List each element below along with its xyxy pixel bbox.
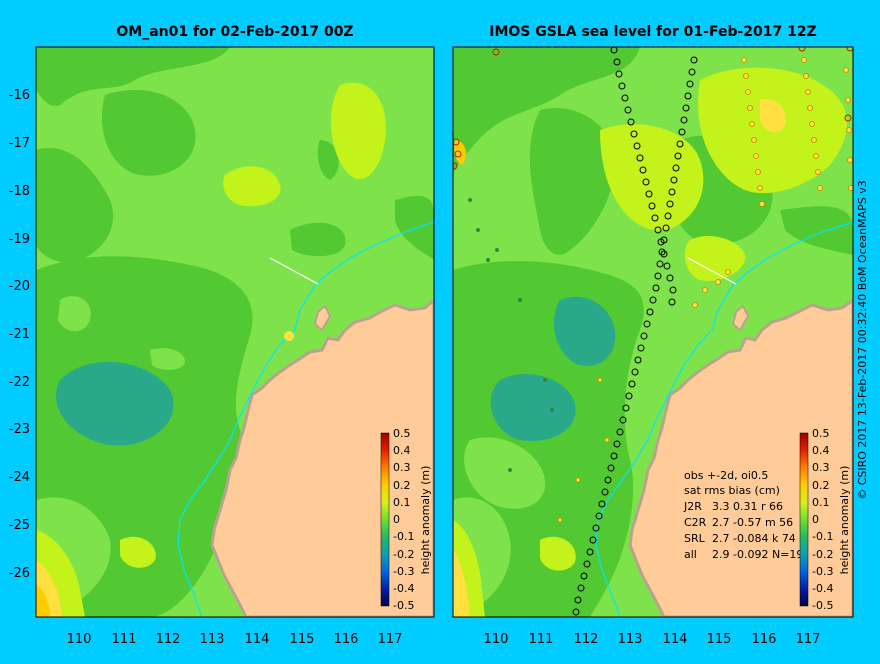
x-tick-label: 110 [484,632,509,647]
y-tick-label: -22 [9,375,30,390]
stats-header: sat rms bias (cm) [684,484,780,497]
colorbar-tick-label: 0.2 [812,479,830,492]
stats-sat-name: all [684,548,697,561]
right-map-frame [452,46,854,618]
x-tick-label: 116 [334,632,359,647]
colorbar-tick-label: -0.2 [812,548,833,561]
stats-sat-name: C2R [684,516,707,529]
left-map-frame [35,46,435,618]
credit-text: © CSIRO 2017 13-Feb-2017 00:32:40 BoM Oc… [856,180,869,500]
y-tick-label: -21 [9,327,30,342]
x-tick-label: 111 [112,632,137,647]
colorbar-tick-label: -0.4 [393,582,414,595]
right-section-line [687,257,737,285]
colorbar-tick-label: 0.1 [393,496,411,509]
right-shelf-contour [595,221,853,617]
left-anomaly-contours [36,47,434,617]
left-island [313,304,332,332]
left-land [210,297,434,617]
left-shelf-contour [177,221,434,617]
left-colorbar-bar [380,432,390,607]
colorbar-tick-label: 0.5 [393,427,411,440]
left-x-axis: 110 111 112 113 114 115 116 117 [67,632,403,647]
colorbar-tick-label: -0.4 [812,582,833,595]
stats-values: 2.9 -0.092 N=19 [712,548,803,561]
satellite-track-j2r [610,47,674,282]
colorbar-tick-label: -0.5 [812,599,833,612]
altimetry-points-dark [468,198,554,472]
x-tick-label: 114 [245,632,270,647]
colorbar-tick-label: 0.1 [812,496,830,509]
x-tick-label: 115 [290,632,315,647]
y-tick-label: -18 [9,184,30,199]
y-tick-label: -17 [9,136,30,151]
colorbar-tick-label: 0.4 [812,444,830,457]
right-x-axis: 110 111 112 113 114 115 116 117 [484,632,821,647]
x-tick-label: 117 [378,632,403,647]
right-anomaly-contours [453,47,853,617]
right-map [453,47,853,617]
left-panel-title: OM_an01 for 02-Feb-2017 00Z [116,24,353,40]
x-tick-label: 112 [574,632,599,647]
colorbar-tick-label: 0 [812,513,819,526]
right-land [628,298,853,617]
right-panel-title: IMOS GSLA sea level for 01-Feb-2017 12Z [489,24,817,40]
x-tick-label: 116 [752,632,777,647]
left-y-axis: -16 -17 -18 -19 -20 -21 -22 -23 -24 -25 … [9,88,30,581]
stats-values: 2.7 -0.084 k 74 [712,532,796,545]
left-colorbar: 0.5 0.4 0.3 0.2 0.1 0 -0.1 -0.2 -0.3 -0.… [380,427,432,612]
y-tick-label: -24 [9,470,30,485]
y-tick-label: -26 [9,566,30,581]
x-tick-label: 114 [663,632,688,647]
colorbar-tick-label: 0.2 [393,479,411,492]
y-tick-label: -19 [9,232,30,247]
left-section-line [269,257,319,285]
satellite-track-c2r [572,56,698,616]
x-tick-label: 112 [156,632,181,647]
right-colorbar-bar [799,432,809,607]
x-tick-label: 110 [67,632,92,647]
colorbar-tick-label: 0.3 [812,461,830,474]
colorbar-tick-label: -0.5 [393,599,414,612]
stats-sat-name: SRL [684,532,706,545]
x-tick-label: 113 [200,632,225,647]
y-tick-label: -16 [9,88,30,103]
colorbar-tick-label: 0.3 [393,461,411,474]
colorbar-tick-label: -0.2 [393,548,414,561]
right-colorbar: 0.5 0.4 0.3 0.2 0.1 0 -0.1 -0.2 -0.3 -0.… [799,427,851,612]
satellite-track-srl [668,286,677,306]
y-tick-label: -25 [9,518,30,533]
left-anomaly-spot [284,331,294,341]
left-colorbar-label: height anomaly (m) [419,466,432,575]
x-tick-label: 117 [796,632,821,647]
colorbar-tick-label: -0.1 [812,530,833,543]
colorbar-tick-label: -0.1 [393,530,414,543]
colorbar-tick-label: -0.3 [812,565,833,578]
colorbar-tick-label: 0.4 [393,444,411,457]
stats-values: 3.3 0.31 r 66 [712,500,783,513]
x-tick-label: 115 [707,632,732,647]
colorbar-tick-label: 0.5 [812,427,830,440]
stats-sat-name: J2R [683,500,702,513]
altimetry-points-red [453,47,853,170]
x-tick-label: 111 [529,632,554,647]
stats-values: 2.7 -0.57 m 56 [712,516,793,529]
colorbar-tick-label: 0 [393,513,400,526]
right-island [731,304,750,332]
left-map [36,47,434,617]
altimeter-stats: obs +-2d, oi0.5 sat rms bias (cm) J2R 3.… [683,469,803,561]
x-tick-label: 113 [618,632,643,647]
y-tick-label: -23 [9,422,30,437]
colorbar-tick-label: -0.3 [393,565,414,578]
altimetry-points [557,57,853,523]
right-colorbar-label: height anomaly (m) [838,466,851,575]
stats-obs-window: obs +-2d, oi0.5 [684,469,768,482]
y-tick-label: -20 [9,279,30,294]
